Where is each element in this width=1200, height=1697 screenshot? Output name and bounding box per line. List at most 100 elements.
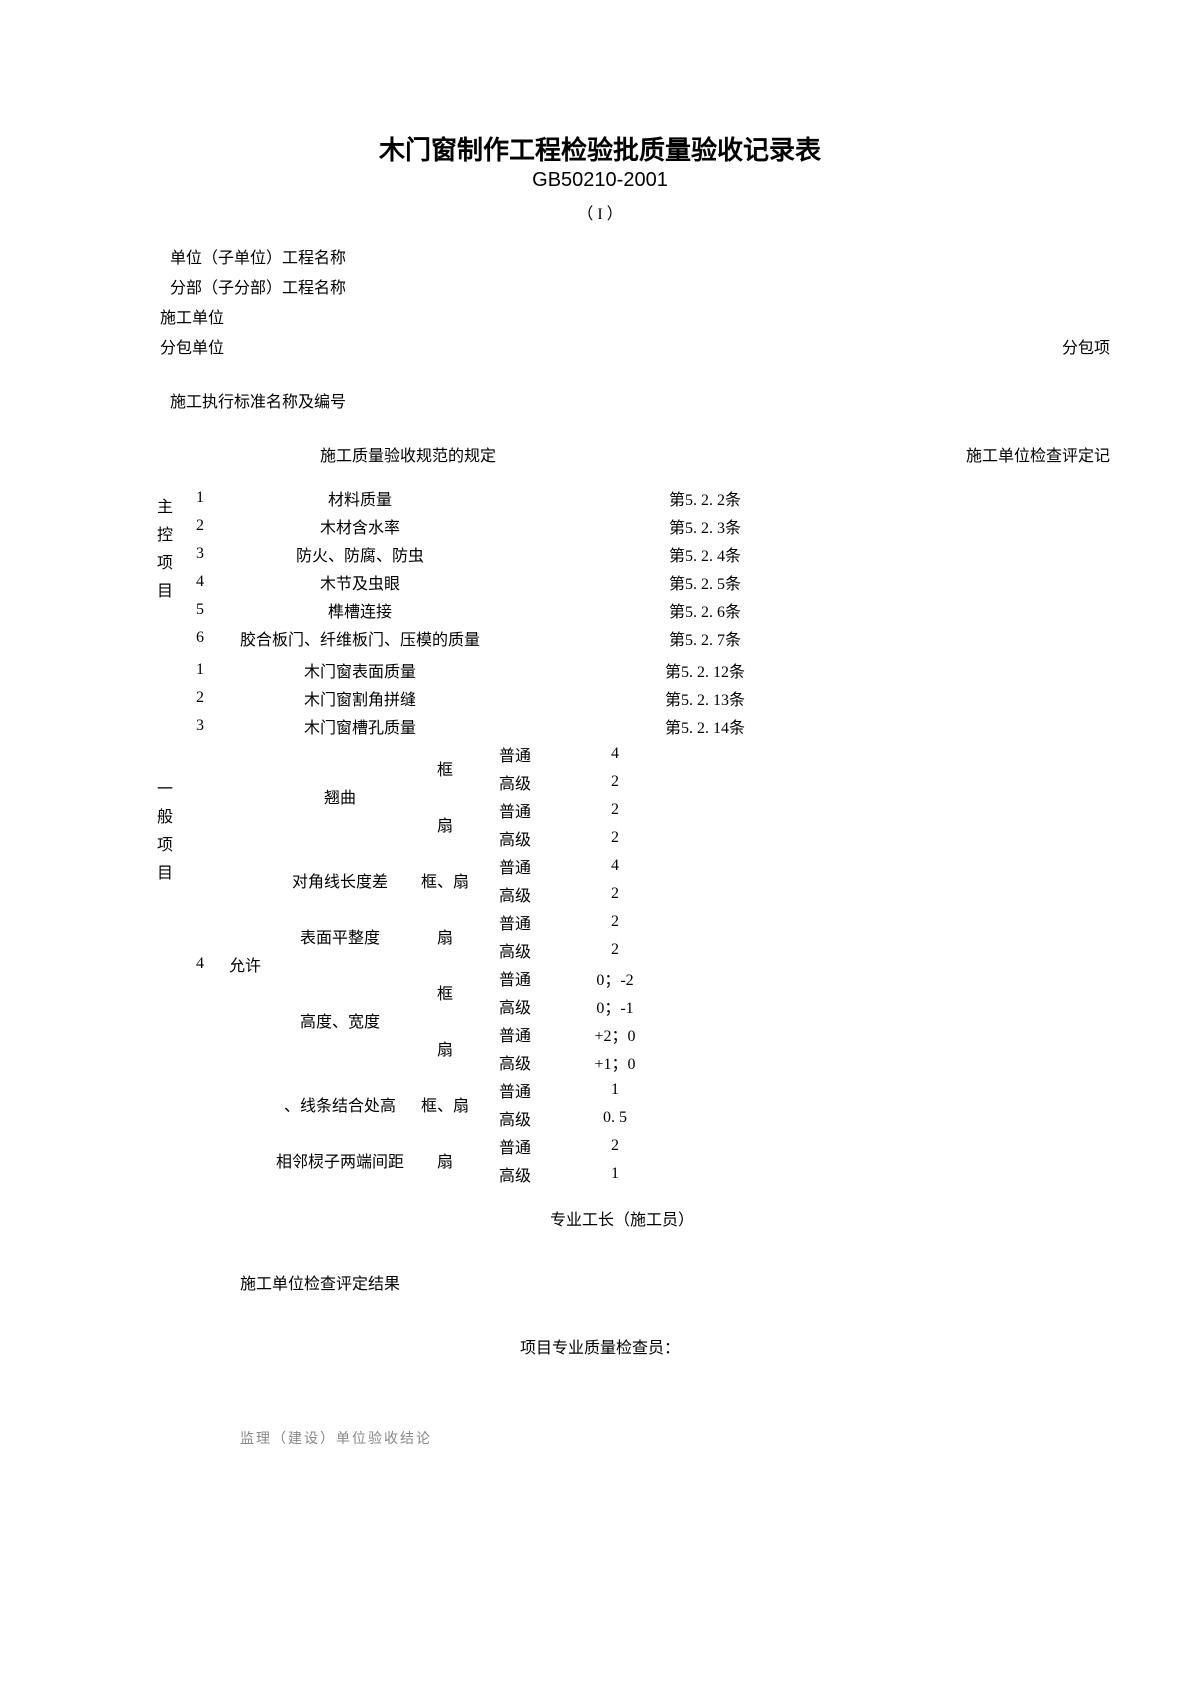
mc-char: 目 [150,578,180,606]
part-label: 框、扇 [410,1076,480,1132]
header-subcontract-unit: 分包单位 分包项 [160,334,1050,358]
table-row: 2木材含水率 第5. 2. 3条 [180,512,1050,540]
part-label: 框 [410,740,480,796]
level-label: 高级 [480,882,550,906]
level-label: 普通 [480,910,550,934]
main-control-section: 主 控 项 目 1材料质量第5. 2. 2条2木材含水率第5. 2. 3条3防火… [150,484,1050,652]
level-row: 高级2 [480,824,1050,852]
table-row: 1材料质量第5. 2. 2条 [180,484,1050,512]
part-label: 框 [410,964,480,1020]
header-sub-project: 分部（子分部）工程名称 [160,274,1050,298]
row-num: 2 [180,517,220,535]
table-row: 3木门窗槽孔质量第5. 2. 14条 [180,712,1050,740]
level-value: 2 [550,801,680,819]
tolerance-num: 4 [180,740,220,1188]
table-row: 3防火、防腐、防虫第5. 2. 4条 [180,540,1050,568]
tolerance-part: 扇普通2高级1 [410,1132,1050,1188]
row-name: 木节及虫眼 [220,570,500,594]
level-row: 高级0. 5 [480,1104,1050,1132]
level-row: 普通4 [480,852,1050,880]
level-row: 普通1 [480,1076,1050,1104]
row-clause: 第5. 2. 13条 [640,686,770,710]
row-num: 3 [180,717,220,735]
row-name: 木门窗表面质量 [220,658,500,682]
level-label: 高级 [480,994,550,1018]
spec-header: 施工质量验收规范的规定 施工单位检查评定记 [150,442,1050,466]
tolerance-item: 高度、宽度框普通0；-2高级0；-1扇普通+2；0高级+1；0 [270,964,1050,1076]
tolerance-part: 扇普通2高级2 [410,796,1050,852]
row-name: 防火、防腐、防虫 [220,542,500,566]
row-num: 4 [180,573,220,591]
tolerance-item: 翘曲框普通4高级2扇普通2高级2 [270,740,1050,852]
level-value: 1 [550,1081,680,1099]
level-row: 高级2 [480,936,1050,964]
level-label: 普通 [480,966,550,990]
tolerance-item-name: 表面平整度 [270,908,410,964]
tolerance-item-name: 、线条结合处高 [270,1076,410,1132]
table-row: 6胶合板门、纤维板门、压模的质量第5. 2. 7条 [180,624,1050,652]
row-name: 材料质量 [220,486,500,510]
level-row: 普通+2；0 [480,1020,1050,1048]
table-row: 2木门窗割角拼缝 第5. 2. 13条 [180,684,1050,712]
tolerance-label: 允许 [220,740,270,1188]
tolerance-part: 框普通0；-2高级0；-1 [410,964,1050,1020]
main-control-label: 主 控 项 目 [150,484,180,606]
level-row: 普通2 [480,796,1050,824]
level-row: 高级+1；0 [480,1048,1050,1076]
tolerance-part: 扇普通+2；0高级+1；0 [410,1020,1050,1076]
level-value: 2 [550,885,680,903]
row-name: 榫槽连接 [220,598,500,622]
row-clause: 第5. 2. 3条 [640,514,770,538]
mc-char: 主 [150,494,180,522]
part-label: 扇 [410,796,480,852]
roman-numeral: （ I ） [150,200,1050,224]
spec-header-right: 施工单位检查评定记 [966,442,1110,466]
level-value: 4 [550,857,680,875]
level-row: 高级2 [480,880,1050,908]
general-section: 一 般 项 目 1木门窗表面质量第5. 2. 12条2木门窗割角拼缝第5. 2.… [150,656,1050,1188]
general-label: 一 般 项 目 [150,656,180,888]
spec-header-left: 施工质量验收规范的规定 [320,442,496,466]
level-value: 1 [550,1165,680,1183]
level-value: 2 [550,1137,680,1155]
level-row: 高级1 [480,1160,1050,1188]
level-value: +2；0 [550,1022,680,1046]
level-value: 2 [550,913,680,931]
standard-code: GB50210-2001 [150,169,1050,192]
tolerance-item-name: 翘曲 [270,740,410,852]
table-row: 4木节及虫眼 第5. 2. 5条 [180,568,1050,596]
table-row: 1木门窗表面质量第5. 2. 12条 [180,656,1050,684]
level-label: 高级 [480,1106,550,1130]
level-value: 2 [550,773,680,791]
gen-char: 目 [150,860,180,888]
row-name: 木门窗槽孔质量 [220,714,500,738]
row-name: 木材含水率 [220,514,500,538]
header-unit-project: 单位（子单位）工程名称 [160,244,1050,268]
tolerance-item: 对角线长度差框、扇普通4高级2 [270,852,1050,908]
mc-char: 控 [150,522,180,550]
tolerance-part: 框普通4高级2 [410,740,1050,796]
tolerance-part: 框、扇普通1高级0. 5 [410,1076,1050,1132]
row-num: 2 [180,689,220,707]
level-label: 高级 [480,1162,550,1186]
gen-char: 项 [150,832,180,860]
tolerance-part: 扇普通2高级2 [410,908,1050,964]
result-label: 施工单位检查评定结果 [240,1270,1050,1294]
tolerance-item: 、线条结合处高框、扇普通1高级0. 5 [270,1076,1050,1132]
level-label: 普通 [480,1078,550,1102]
level-label: 普通 [480,798,550,822]
row-num: 3 [180,545,220,563]
level-label: 高级 [480,1050,550,1074]
row-num: 1 [180,489,220,507]
subcontract-item-label: 分包项 [1062,334,1110,358]
row-name: 胶合板门、纤维板门、压模的质量 [220,626,500,650]
row-name: 木门窗割角拼缝 [220,686,500,710]
row-num: 1 [180,661,220,679]
monitor-label: 监理（建设）单位验收结论 [240,1428,1050,1448]
level-value: 4 [550,745,680,763]
row-clause: 第5. 2. 5条 [640,570,770,594]
level-row: 普通0；-2 [480,964,1050,992]
tolerance-part: 框、扇普通4高级2 [410,852,1050,908]
subcontract-unit-label: 分包单位 [160,340,224,357]
part-label: 框、扇 [410,852,480,908]
